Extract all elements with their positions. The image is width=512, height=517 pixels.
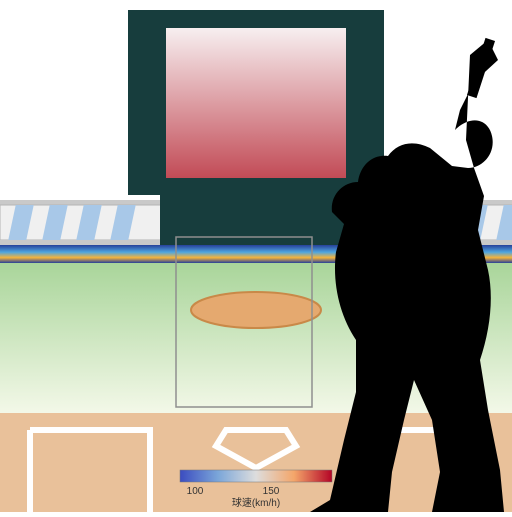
- svg-text:100: 100: [187, 486, 204, 497]
- svg-text:150: 150: [263, 486, 280, 497]
- scoreboard-screen: [166, 28, 346, 178]
- svg-text:球速(km/h): 球速(km/h): [232, 496, 280, 509]
- pitchers-mound: [191, 292, 321, 328]
- stadium-scene: 100 150球速(km/h): [0, 0, 512, 512]
